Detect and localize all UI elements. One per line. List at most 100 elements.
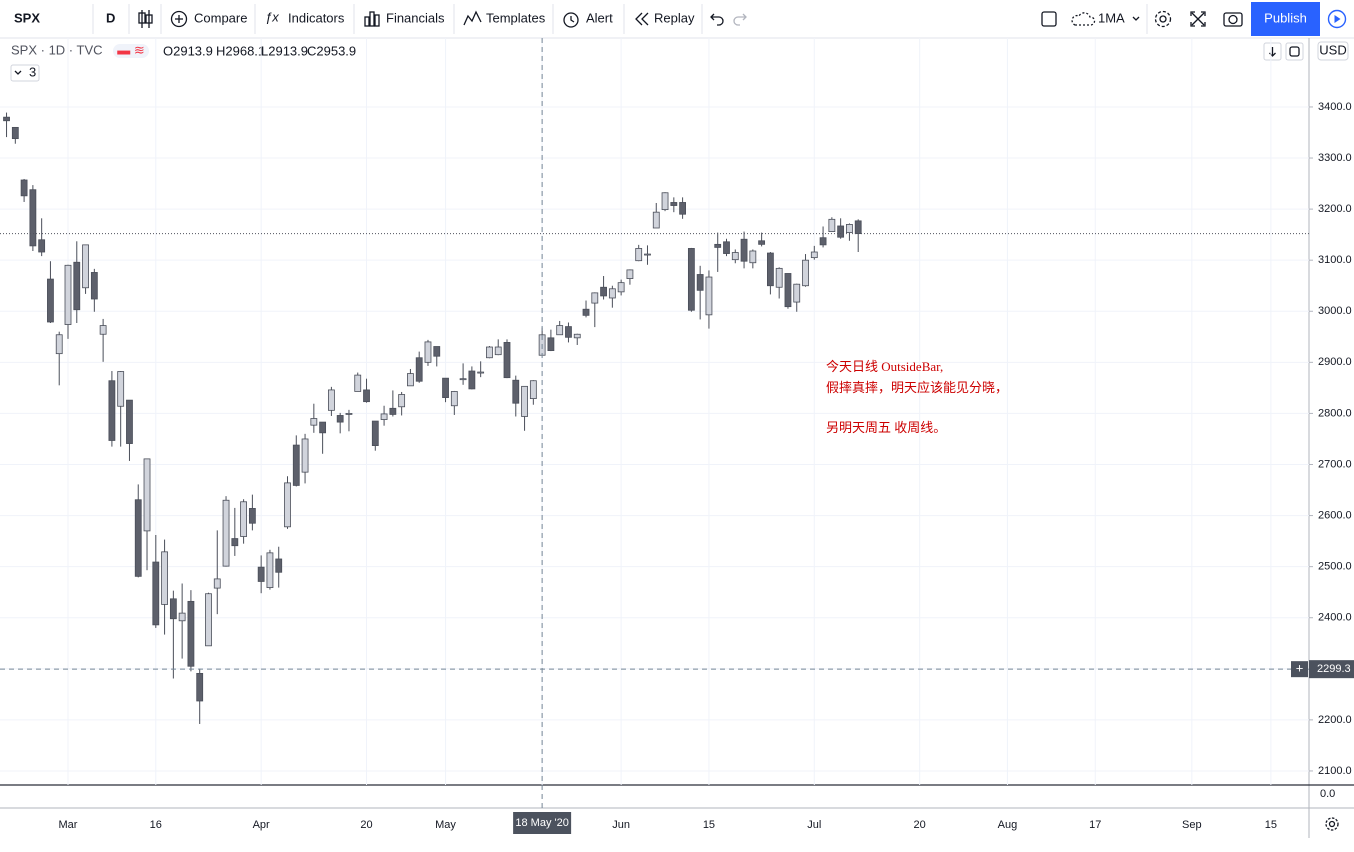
cloud-icon[interactable] xyxy=(1071,12,1096,26)
candle-body-up xyxy=(529,380,537,400)
x-tick-label: 20 xyxy=(360,819,372,831)
reset-icon[interactable] xyxy=(1289,46,1300,57)
settings-corner[interactable] xyxy=(1325,817,1339,831)
candle-body-up xyxy=(398,394,406,408)
candle-body-down xyxy=(433,346,441,357)
alert-icon[interactable] xyxy=(563,12,579,28)
redo-icon[interactable] xyxy=(733,13,747,26)
candle-body-down xyxy=(231,538,239,547)
y-tick-label: 3200.0 xyxy=(1318,203,1352,215)
candle-body-up xyxy=(213,578,221,589)
candle-body-down xyxy=(696,274,704,291)
candle-body-up xyxy=(424,341,432,363)
play-button[interactable] xyxy=(1327,9,1347,29)
indicators-button[interactable]: Indicators xyxy=(288,10,345,25)
candle-body-up xyxy=(327,389,335,411)
x-tick-label: Aug xyxy=(998,819,1018,831)
candle-body-up xyxy=(486,346,493,359)
templates-icon[interactable] xyxy=(463,10,482,26)
candle-body-down xyxy=(723,241,730,254)
candles xyxy=(3,112,862,724)
compare-icon[interactable] xyxy=(170,10,188,28)
y-tick-label: 2600.0 xyxy=(1318,509,1352,521)
x-tick-label: 17 xyxy=(1089,819,1101,831)
candle-body-up xyxy=(635,248,643,262)
candle-body-up xyxy=(407,373,414,387)
layout-icon[interactable] xyxy=(1041,11,1057,27)
candle-body-down xyxy=(248,508,256,524)
candle-body-down xyxy=(600,286,607,297)
dropdown-icon[interactable] xyxy=(1132,16,1140,21)
candle-body-up xyxy=(345,413,353,415)
alert-button[interactable]: Alert xyxy=(586,10,613,25)
undo-icon[interactable] xyxy=(710,13,724,26)
annotation: 假摔真摔，明天应该能见分晓， xyxy=(826,380,1008,395)
fullscreen-icon[interactable] xyxy=(1190,11,1206,27)
x-tick-label: 16 xyxy=(150,819,162,831)
candle-body-up xyxy=(556,325,564,336)
candle-body-down xyxy=(565,326,572,338)
candle-body-up xyxy=(652,211,660,229)
candle-body-down xyxy=(20,179,28,197)
ohlc-low: L2913.9 xyxy=(261,43,308,58)
candle-body-up xyxy=(301,438,309,473)
currency[interactable]: USD xyxy=(1319,42,1346,57)
candle-body-down xyxy=(389,407,397,415)
x-tick-label: 15 xyxy=(1265,819,1277,831)
candle-body-up xyxy=(846,224,853,234)
ohlc-open: O2913.9 xyxy=(163,43,213,58)
x-tick-label: Sep xyxy=(1182,819,1202,831)
candle-body-up xyxy=(284,482,291,528)
candle-body-up xyxy=(573,333,581,339)
collapse-box[interactable] xyxy=(10,64,40,82)
candle-body-down xyxy=(47,278,54,323)
candle-body-up xyxy=(802,259,809,287)
candle-body-up xyxy=(64,264,72,325)
annotation: 今天日线 OutsideBar, xyxy=(826,359,943,374)
reset-button[interactable] xyxy=(1285,42,1304,61)
overlays: 2100.02200.02300.02400.02500.02600.02700… xyxy=(0,38,1354,834)
symbol[interactable]: SPX xyxy=(14,10,40,25)
interval[interactable]: D xyxy=(106,10,115,25)
publish-button[interactable]: Publish xyxy=(1264,10,1307,25)
chart-style-icon[interactable] xyxy=(138,10,153,28)
candle-body-up xyxy=(591,292,599,304)
publish-button-bg[interactable] xyxy=(1251,2,1320,36)
replay-icon[interactable] xyxy=(635,12,649,26)
candle-body-down xyxy=(29,189,37,247)
compare-button[interactable]: Compare xyxy=(194,10,247,25)
indicator-template[interactable]: 1MA xyxy=(1098,10,1125,25)
templates-button[interactable]: Templates xyxy=(486,10,546,25)
candle-body-up xyxy=(521,385,528,417)
candle-body-down xyxy=(73,261,81,311)
crosshair-time-label: 18 May '20 xyxy=(515,817,568,829)
settings-icon[interactable] xyxy=(1154,10,1172,28)
collapse-count[interactable]: 3 xyxy=(29,64,36,79)
candle-body-up xyxy=(178,612,186,622)
replay-button[interactable]: Replay xyxy=(654,10,695,25)
currency-box[interactable] xyxy=(1317,41,1349,61)
collapse-icon[interactable] xyxy=(14,70,22,75)
candle-body-up xyxy=(82,244,89,289)
y-tick-label: 2700.0 xyxy=(1318,458,1352,470)
x-tick-label: 15 xyxy=(703,819,715,831)
financials-button[interactable]: Financials xyxy=(386,10,445,25)
candle-body-down xyxy=(187,600,195,667)
candle-body-down xyxy=(547,337,555,351)
crosshair-plus: + xyxy=(1296,661,1304,676)
x-tick-label: Jun xyxy=(612,819,630,831)
candle-body-down xyxy=(468,370,476,390)
crosshair-plus-button xyxy=(1291,661,1308,678)
candle-body-up xyxy=(310,418,318,426)
indicators-icon[interactable]: ƒx xyxy=(265,9,279,24)
candle-body-up xyxy=(828,218,836,232)
candle-body-up xyxy=(222,499,230,567)
snapshot-icon[interactable] xyxy=(1223,12,1243,27)
crosshair-price-box xyxy=(1309,660,1354,679)
toolbar xyxy=(0,0,1354,38)
financials-icon[interactable] xyxy=(364,11,380,27)
candle-body-up xyxy=(380,413,388,420)
x-tick-label: 20 xyxy=(914,819,926,831)
grid xyxy=(0,38,1309,785)
